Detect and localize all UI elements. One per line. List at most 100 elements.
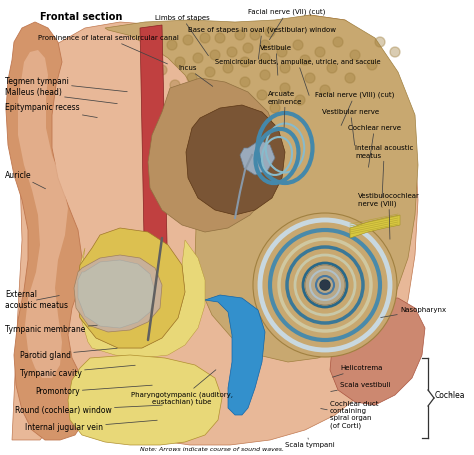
Circle shape (345, 73, 355, 83)
Polygon shape (105, 15, 418, 362)
Circle shape (240, 77, 250, 87)
Circle shape (293, 40, 303, 50)
Circle shape (320, 280, 330, 290)
Text: Round (cochlear) window: Round (cochlear) window (15, 405, 162, 415)
Circle shape (280, 83, 290, 93)
Text: Malleus (head): Malleus (head) (5, 89, 117, 104)
Text: Nasopharynx: Nasopharynx (381, 307, 446, 318)
Text: Promontory: Promontory (35, 385, 152, 396)
Circle shape (167, 40, 177, 50)
Circle shape (270, 103, 280, 113)
Text: Scala tympani: Scala tympani (285, 438, 335, 448)
Text: Note: Arrows indicate course of sound waves.: Note: Arrows indicate course of sound wa… (140, 447, 284, 452)
Circle shape (280, 63, 290, 73)
Polygon shape (205, 295, 265, 415)
Text: Arcuate
eminence: Arcuate eminence (268, 91, 302, 127)
Text: Incus: Incus (178, 65, 213, 86)
Circle shape (200, 87, 210, 97)
Polygon shape (68, 355, 222, 445)
Circle shape (250, 30, 260, 40)
Text: Internal jugular vein: Internal jugular vein (25, 420, 157, 433)
Polygon shape (140, 25, 168, 290)
Circle shape (305, 265, 345, 305)
Text: Facial nerve (VII) (cut): Facial nerve (VII) (cut) (248, 9, 325, 40)
Text: Base of stapes in oval (vestibular) window: Base of stapes in oval (vestibular) wind… (188, 27, 336, 59)
Circle shape (233, 97, 243, 107)
Circle shape (333, 37, 343, 47)
Polygon shape (6, 22, 88, 440)
Circle shape (235, 30, 245, 40)
Circle shape (260, 53, 270, 63)
Circle shape (193, 53, 203, 63)
Text: Internal acoustic
meatus: Internal acoustic meatus (355, 146, 413, 197)
Text: Scala vestibuli: Scala vestibuli (331, 382, 391, 391)
Circle shape (253, 213, 397, 357)
Circle shape (260, 70, 270, 80)
Circle shape (220, 83, 230, 93)
Circle shape (227, 47, 237, 57)
Polygon shape (74, 255, 162, 332)
Circle shape (187, 110, 197, 120)
Polygon shape (76, 228, 185, 348)
Polygon shape (12, 15, 418, 445)
Circle shape (210, 103, 220, 113)
Circle shape (210, 50, 220, 60)
Text: Frontal section: Frontal section (40, 12, 122, 22)
Circle shape (295, 95, 305, 105)
Text: External
acoustic meatus: External acoustic meatus (5, 290, 68, 310)
Circle shape (265, 27, 275, 37)
Polygon shape (186, 105, 285, 215)
Circle shape (320, 280, 330, 290)
Circle shape (240, 57, 250, 67)
Circle shape (180, 95, 190, 105)
Polygon shape (78, 260, 155, 328)
Text: Facial nerve (VIII) (cut): Facial nerve (VIII) (cut) (315, 92, 394, 126)
Text: Vestibule: Vestibule (260, 45, 292, 75)
Circle shape (390, 47, 400, 57)
Circle shape (195, 125, 205, 135)
Text: Vestibular nerve: Vestibular nerve (322, 109, 379, 145)
Circle shape (257, 90, 267, 100)
Text: Cochlear nerve: Cochlear nerve (348, 125, 401, 167)
Circle shape (183, 35, 193, 45)
Circle shape (220, 117, 230, 127)
Text: Tegmen tympani: Tegmen tympani (5, 77, 127, 92)
Circle shape (170, 80, 180, 90)
Polygon shape (240, 140, 275, 175)
Text: Tympanic cavity: Tympanic cavity (20, 365, 135, 378)
Text: Pharyngotympanic (auditory,
eustachian) tube: Pharyngotympanic (auditory, eustachian) … (131, 370, 233, 405)
Text: Epitympanic recess: Epitympanic recess (5, 103, 97, 117)
Text: Cochlear duct
containing
spiral organ
(of Corti): Cochlear duct containing spiral organ (o… (321, 401, 379, 429)
Circle shape (305, 73, 315, 83)
Circle shape (205, 67, 215, 77)
Text: Vestibulocochlear
nerve (VIII): Vestibulocochlear nerve (VIII) (358, 193, 420, 239)
Polygon shape (148, 78, 278, 232)
Text: Tympanic membrane: Tympanic membrane (5, 325, 97, 334)
Circle shape (315, 47, 325, 57)
Polygon shape (350, 215, 400, 238)
Circle shape (320, 85, 330, 95)
Text: Semicircular ducts, ampullae, utricle, and saccule: Semicircular ducts, ampullae, utricle, a… (215, 59, 381, 96)
Circle shape (200, 33, 210, 43)
Circle shape (260, 40, 270, 50)
Circle shape (327, 63, 337, 73)
Text: Auricle: Auricle (5, 171, 46, 189)
Text: Prominence of lateral semicircular canal: Prominence of lateral semicircular canal (38, 35, 179, 64)
Circle shape (223, 63, 233, 73)
Circle shape (187, 73, 197, 83)
Circle shape (245, 110, 255, 120)
Text: Cochlea: Cochlea (435, 390, 465, 399)
Polygon shape (330, 298, 425, 405)
Circle shape (175, 57, 185, 67)
Circle shape (243, 43, 253, 53)
Circle shape (277, 47, 287, 57)
Circle shape (367, 60, 377, 70)
Polygon shape (76, 240, 205, 358)
Polygon shape (18, 50, 68, 378)
Circle shape (375, 37, 385, 47)
Text: Parotid gland: Parotid gland (20, 348, 117, 359)
Circle shape (300, 55, 310, 65)
Text: Limbs of stapes: Limbs of stapes (155, 15, 210, 56)
Circle shape (150, 50, 160, 60)
Circle shape (157, 65, 167, 75)
